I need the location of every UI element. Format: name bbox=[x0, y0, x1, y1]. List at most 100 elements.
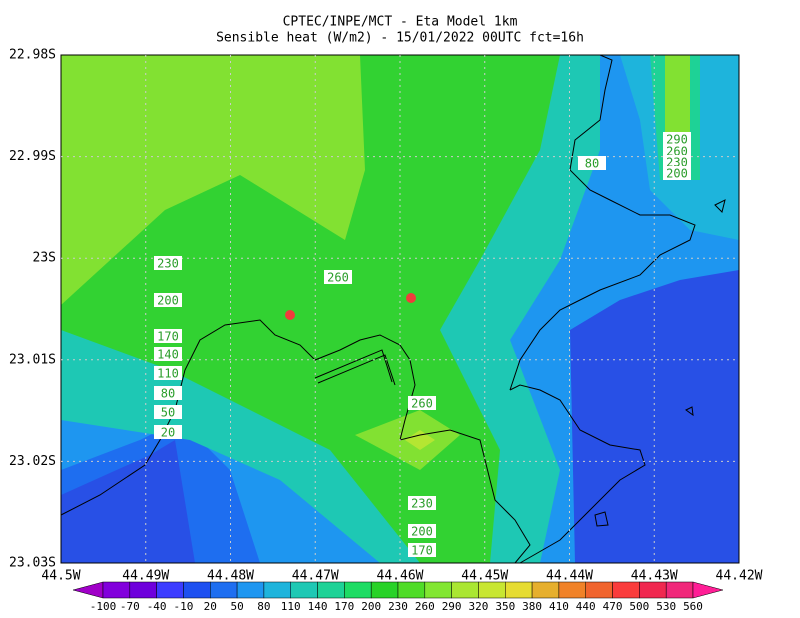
colorbar-box bbox=[344, 581, 372, 599]
colorbar-box bbox=[531, 581, 560, 599]
subtitle: Sensible heat (W/m2) - 15/01/2022 00UTC … bbox=[216, 31, 584, 46]
colorbar-label: 20 bbox=[204, 600, 217, 613]
y-tick-label: 22.98S bbox=[9, 48, 56, 63]
contour-label: 50 bbox=[161, 406, 175, 420]
contour-label-box bbox=[663, 166, 691, 180]
contour-label: 200 bbox=[411, 525, 433, 539]
colorbar-box bbox=[558, 581, 586, 599]
colorbar-box bbox=[102, 581, 131, 599]
colorbar-box bbox=[639, 581, 667, 599]
contour-label-box bbox=[408, 543, 436, 557]
colorbar-label: 80 bbox=[257, 600, 270, 613]
contour-label: 230 bbox=[157, 257, 179, 271]
contour-label: 260 bbox=[411, 397, 433, 411]
colorbar-label: 140 bbox=[308, 600, 328, 613]
colorbar-box bbox=[612, 581, 640, 599]
contour-label-box bbox=[663, 155, 691, 169]
station-marker bbox=[406, 293, 416, 303]
contour-label-box bbox=[578, 156, 606, 170]
colorbar-box bbox=[236, 581, 265, 599]
colorbar-label: 470 bbox=[603, 600, 623, 613]
colorbar-label: -40 bbox=[147, 600, 167, 613]
contour-label: 200 bbox=[157, 294, 179, 308]
contour-label-box bbox=[154, 293, 182, 307]
colorbar-label: 50 bbox=[230, 600, 243, 613]
colorbar-box bbox=[478, 581, 506, 599]
contour-label-box bbox=[154, 366, 182, 380]
contour-label: 140 bbox=[157, 348, 179, 362]
contour-label: 170 bbox=[411, 544, 433, 558]
colorbar-box bbox=[665, 581, 694, 599]
contour-label-box bbox=[408, 524, 436, 538]
colorbar-box bbox=[263, 581, 291, 599]
contour-label-box bbox=[408, 496, 436, 510]
colorbar-label: 560 bbox=[683, 600, 703, 613]
colorbar-label: -10 bbox=[174, 600, 194, 613]
colorbar-label: -100 bbox=[90, 600, 117, 613]
colorbar-box bbox=[290, 581, 318, 599]
contour-label-box bbox=[154, 386, 182, 400]
contour-label: 110 bbox=[157, 367, 179, 381]
colorbar-label: -70 bbox=[120, 600, 140, 613]
y-tick-label: 23.03S bbox=[9, 556, 56, 571]
contour-label: 290 bbox=[666, 133, 688, 147]
colorbar-label: 110 bbox=[281, 600, 301, 613]
title: CPTEC/INPE/MCT - Eta Model 1km bbox=[283, 15, 518, 30]
colorbar-label: 530 bbox=[656, 600, 676, 613]
x-tick-label: 44.46W bbox=[377, 569, 424, 584]
colorbar-box bbox=[397, 581, 426, 599]
y-tick-label: 23S bbox=[33, 251, 56, 266]
colorbar-box bbox=[210, 581, 238, 599]
contour-label: 170 bbox=[157, 330, 179, 344]
x-tick-label: 44.44W bbox=[546, 569, 593, 584]
colorbar-box bbox=[451, 581, 479, 599]
contour-label-box bbox=[154, 425, 182, 439]
y-tick-label: 23.01S bbox=[9, 352, 56, 367]
contour-label-box bbox=[154, 329, 182, 343]
contour-label-box bbox=[663, 132, 691, 146]
colorbar-arrow bbox=[692, 581, 724, 599]
colorbar-box bbox=[129, 581, 157, 599]
contour-label-box bbox=[154, 405, 182, 419]
contour-label: 20 bbox=[161, 426, 175, 440]
x-tick-label: 44.43W bbox=[631, 569, 678, 584]
contour-label-box bbox=[408, 396, 436, 410]
contour-label-box bbox=[154, 347, 182, 361]
colorbar-box bbox=[505, 581, 533, 599]
x-tick-label: 44.5W bbox=[41, 569, 80, 584]
colorbar-box bbox=[585, 581, 613, 599]
colorbar-box bbox=[156, 581, 184, 599]
colorbar-label: 260 bbox=[415, 600, 435, 613]
colorbar-arrow bbox=[72, 581, 104, 599]
contour-label: 260 bbox=[327, 271, 349, 285]
colorbar-label: 410 bbox=[549, 600, 569, 613]
colorbar-label: 290 bbox=[442, 600, 462, 613]
colorbar-label: 200 bbox=[361, 600, 381, 613]
colorbar-box bbox=[183, 581, 211, 599]
colorbar-label: 380 bbox=[522, 600, 542, 613]
contour-label: 230 bbox=[411, 497, 433, 511]
contour-label: 80 bbox=[161, 387, 175, 401]
colorbar-label: 440 bbox=[576, 600, 596, 613]
colorbar-label: 170 bbox=[334, 600, 354, 613]
station-marker bbox=[285, 310, 295, 320]
x-tick-label: 44.48W bbox=[207, 569, 254, 584]
x-tick-label: 44.45W bbox=[461, 569, 508, 584]
colorbar-box bbox=[370, 581, 399, 599]
contour-label-box bbox=[663, 144, 691, 158]
x-tick-label: 44.47W bbox=[292, 569, 339, 584]
contour-label-box bbox=[324, 270, 352, 284]
x-tick-label: 44.42W bbox=[716, 569, 763, 584]
contour-label-box bbox=[154, 256, 182, 270]
colorbar-label: 320 bbox=[469, 600, 489, 613]
y-tick-label: 22.99S bbox=[9, 149, 56, 164]
colorbar-label: 350 bbox=[495, 600, 515, 613]
colorbar-box bbox=[424, 581, 452, 599]
colorbar-label: 500 bbox=[629, 600, 649, 613]
contour-label: 200 bbox=[666, 167, 688, 181]
y-tick-label: 23.02S bbox=[9, 454, 56, 469]
x-tick-label: 44.49W bbox=[122, 569, 169, 584]
contour-label: 80 bbox=[585, 157, 599, 171]
colorbar-box bbox=[317, 581, 345, 599]
